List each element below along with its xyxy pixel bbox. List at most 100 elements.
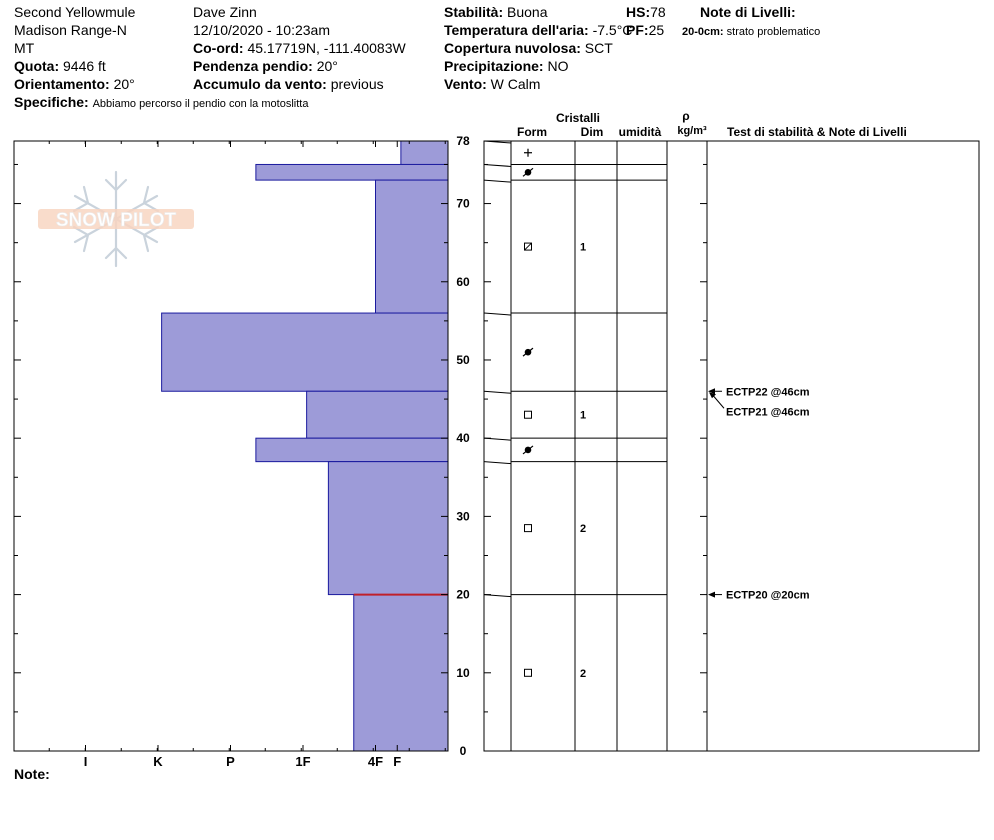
- wind-row: Vento: W Calm: [444, 75, 540, 93]
- pf-label: PF:: [626, 22, 649, 38]
- crystal-form-sphere-icon: [522, 445, 534, 455]
- slope-value: 20°: [316, 58, 338, 74]
- stability-label: Stabilità:: [444, 4, 504, 20]
- header-tests: Test di stabilità & Note di Livelli: [727, 125, 907, 139]
- hardness-label-K: K: [153, 754, 163, 769]
- depth-label-60: 60: [456, 275, 470, 289]
- state-name: MT: [14, 40, 35, 56]
- specifics-row: Specifiche: Abbiamo percorso il pendio c…: [14, 93, 308, 113]
- crystal-form-sphere-icon: [522, 167, 534, 177]
- cloud-value: SCT: [584, 40, 613, 56]
- hardness-bar-5: [255, 437, 449, 463]
- depth-label-50: 50: [456, 353, 470, 367]
- stability-test-label: ECTP22 @46cm: [726, 386, 810, 398]
- precip-label: Precipitazione:: [444, 58, 544, 74]
- hs-row: HS:78: [626, 3, 666, 21]
- observer-name: Dave Zinn: [193, 4, 257, 20]
- depth-label-30: 30: [456, 509, 470, 523]
- stability-test-1: ECTP21 @46cm: [709, 392, 810, 418]
- notes-label: Note:: [14, 766, 50, 782]
- hs-label: HS:: [626, 4, 651, 20]
- wind-label: Vento:: [444, 76, 487, 92]
- hardness-bar-4: [306, 390, 449, 439]
- elevation-label: Quota:: [14, 58, 60, 74]
- coord-value: 45.17719N, -111.40083W: [247, 40, 406, 56]
- pf-value: 25: [648, 22, 665, 38]
- crystal-form-plus-icon: [524, 148, 532, 157]
- header-form: Form: [517, 125, 547, 139]
- layer-connector: [483, 461, 512, 465]
- precip-row: Precipitazione: NO: [444, 57, 568, 75]
- stability-test-0: ECTP22 @46cm: [708, 386, 810, 398]
- hardness-bar-2: [375, 179, 449, 314]
- layer-note-text: strato problematico: [726, 26, 821, 38]
- logo-text: SNOW PILOT: [56, 210, 177, 231]
- hardness-bar-3: [161, 312, 449, 392]
- hardness-label-P: P: [226, 754, 235, 769]
- hardness-bar-7: [353, 594, 449, 752]
- crystal-form-square-icon: [524, 668, 532, 677]
- layer-note-row: 20-0cm: strato problematico: [682, 23, 820, 41]
- depth-label-0: 0: [460, 744, 467, 758]
- pf-row: PF:25: [626, 21, 664, 39]
- slope-row: Pendenza pendio: 20°: [193, 57, 338, 75]
- crystal-form-square-icon: [524, 410, 532, 419]
- air-temp-value: -7.5°C: [592, 22, 633, 38]
- hardness-label-1F: 1F: [295, 754, 310, 769]
- coord-row: Co-ord: 45.17719N, -111.40083W: [193, 39, 406, 57]
- precip-value: NO: [547, 58, 569, 74]
- location-name: Second Yellowmule: [14, 4, 136, 20]
- range-name: Madison Range-N: [14, 22, 127, 38]
- hardness-label-I: I: [84, 754, 88, 769]
- elevation-value: 9446 ft: [63, 58, 106, 74]
- layer-connector: [483, 594, 512, 598]
- layer-note-depth: 20-0cm:: [682, 26, 724, 38]
- depth-label-78: 78: [456, 134, 470, 148]
- header-density-unit: kg/m³: [677, 125, 707, 137]
- elevation-row: Quota: 9446 ft: [14, 57, 106, 75]
- crystal-size-label: 1: [580, 242, 586, 254]
- air-temp-row: Temperatura dell'aria: -7.5°C: [444, 21, 632, 39]
- crystal-form-hatched-square-icon: [524, 242, 532, 251]
- depth-label-10: 10: [456, 666, 470, 680]
- header-size: Dim: [581, 125, 604, 139]
- hardness-bar-0: [400, 140, 449, 165]
- header-moisture: umidità: [619, 125, 662, 139]
- stability-test-2: ECTP20 @20cm: [708, 590, 810, 602]
- specifics-label: Specifiche:: [14, 94, 89, 110]
- depth-label-70: 70: [456, 197, 470, 211]
- header-crystals: Cristalli: [556, 111, 600, 125]
- stability-test-label: ECTP21 @46cm: [726, 406, 810, 418]
- air-temp-label: Temperatura dell'aria:: [444, 22, 589, 38]
- wind-load-row: Accumulo da vento: previous: [193, 75, 384, 93]
- layers-table-frame: [483, 140, 980, 752]
- crystal-size-label: 2: [580, 668, 586, 680]
- depth-label-20: 20: [456, 588, 470, 602]
- crystal-form-square-icon: [524, 524, 532, 533]
- aspect-row: Orientamento: 20°: [14, 75, 135, 93]
- observation-datetime: 12/10/2020 - 10:23am: [193, 22, 330, 38]
- stability-row: Stabilità: Buona: [444, 3, 548, 21]
- crystal-size-label: 1: [580, 410, 586, 422]
- header-rho: ρ: [682, 109, 689, 123]
- aspect-label: Orientamento:: [14, 76, 110, 92]
- coord-label: Co-ord:: [193, 40, 244, 56]
- wind-load-label: Accumulo da vento:: [193, 76, 327, 92]
- cloud-label: Copertura nuvolosa:: [444, 40, 581, 56]
- snowpilot-logo: SNOW PILOT: [38, 170, 194, 268]
- layer-connector: [483, 163, 512, 167]
- layer-connector: [483, 179, 512, 183]
- hs-value: 78: [650, 4, 666, 20]
- layer-notes-title: Note di Livelli:: [700, 4, 796, 20]
- hardness-label-4F: 4F: [368, 754, 383, 769]
- stability-test-label: ECTP20 @20cm: [726, 590, 810, 602]
- hardness-bar-6: [327, 461, 449, 596]
- slope-label: Pendenza pendio:: [193, 58, 313, 74]
- depth-label-40: 40: [456, 431, 470, 445]
- layer-connector: [483, 437, 512, 441]
- hardness-bar-1: [255, 163, 449, 181]
- layer-connector: [483, 390, 512, 394]
- wind-load-value: previous: [330, 76, 384, 92]
- layer-connector: [483, 312, 512, 316]
